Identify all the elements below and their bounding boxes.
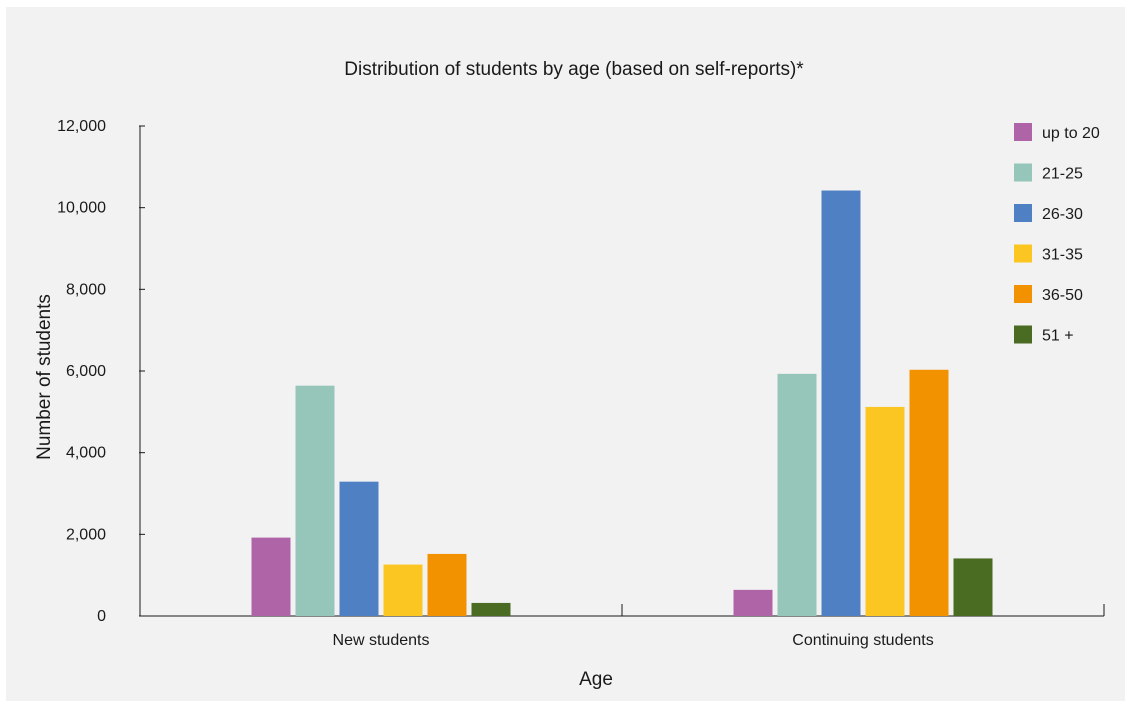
bar (777, 373, 817, 616)
y-axis-title: Number of students (34, 294, 55, 460)
bar (471, 602, 511, 616)
legend-label: 26-30 (1042, 206, 1083, 223)
axes: 0 2,000 4,000 6,000 8,000 10,000 12,000 New stu… (57, 118, 1105, 649)
bar (339, 481, 379, 616)
x-tick-label: Continuing students (792, 632, 933, 649)
bar (295, 385, 335, 616)
legend-swatch (1014, 244, 1032, 263)
bar (427, 553, 467, 616)
legend-label: 36-50 (1042, 287, 1083, 304)
x-axis-title: Age (579, 669, 613, 690)
y-tick-label: 0 (97, 608, 106, 625)
legend-swatch (1014, 163, 1032, 182)
legend-swatch (1014, 285, 1032, 303)
y-tick-label: 2,000 (66, 526, 106, 543)
legend-swatch (1014, 123, 1032, 141)
bar (953, 558, 993, 616)
bar (821, 190, 861, 616)
bar (909, 369, 949, 616)
bar (251, 537, 291, 616)
bar (865, 406, 905, 616)
legend-label: 31-35 (1042, 247, 1083, 264)
chart-svg: Distribution of students by age (based o… (34, 59, 1105, 690)
legend-swatch (1014, 325, 1032, 344)
legend-label: 21-25 (1042, 166, 1083, 183)
bar (733, 589, 773, 616)
chart-panel: Distribution of students by age (based o… (6, 7, 1125, 701)
y-tick-label: 8,000 (66, 281, 106, 298)
y-tick-label: 6,000 (66, 363, 106, 380)
bar (383, 564, 423, 616)
legend-swatch (1014, 204, 1032, 222)
y-tick-label: 4,000 (66, 445, 106, 462)
legend-label: 51 + (1042, 328, 1074, 345)
y-tick-label: 10,000 (57, 200, 106, 217)
chart-title: Distribution of students by age (based o… (344, 59, 804, 80)
legend-label: up to 20 (1042, 125, 1100, 142)
y-tick-label: 12,000 (57, 118, 106, 135)
legend: up to 20 21-25 26-30 31-35 36-50 51 + (1014, 123, 1100, 345)
x-tick-label: New students (333, 632, 430, 649)
bars (251, 190, 993, 616)
